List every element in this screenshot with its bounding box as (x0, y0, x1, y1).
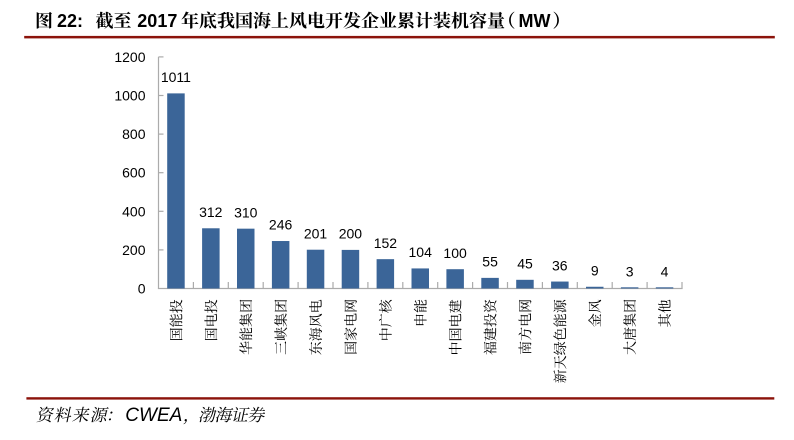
svg-text:55: 55 (482, 254, 498, 270)
svg-text:9: 9 (591, 263, 599, 279)
svg-text:246: 246 (269, 217, 293, 233)
svg-text:152: 152 (374, 235, 398, 251)
svg-text:400: 400 (122, 203, 146, 219)
svg-text:MW: MW (519, 11, 551, 31)
svg-text:CWEA: CWEA (125, 405, 182, 426)
svg-text:1011: 1011 (161, 69, 191, 85)
svg-text:104: 104 (409, 244, 433, 260)
svg-text:600: 600 (122, 165, 146, 181)
svg-text:45: 45 (517, 256, 533, 272)
svg-text:310: 310 (234, 204, 258, 220)
svg-text:100: 100 (443, 245, 467, 261)
svg-text:312: 312 (199, 204, 223, 220)
svg-text:200: 200 (339, 226, 363, 242)
svg-text:0: 0 (138, 281, 146, 297)
svg-text:1000: 1000 (114, 88, 145, 104)
svg-text:4: 4 (661, 263, 669, 279)
svg-text:2017: 2017 (137, 11, 177, 31)
svg-text:800: 800 (122, 126, 146, 142)
svg-text:22:: 22: (57, 11, 83, 31)
svg-text:1200: 1200 (114, 49, 145, 65)
svg-text:3: 3 (626, 264, 634, 280)
svg-text:201: 201 (304, 225, 328, 241)
svg-text:36: 36 (552, 257, 568, 273)
svg-text:200: 200 (122, 242, 146, 258)
